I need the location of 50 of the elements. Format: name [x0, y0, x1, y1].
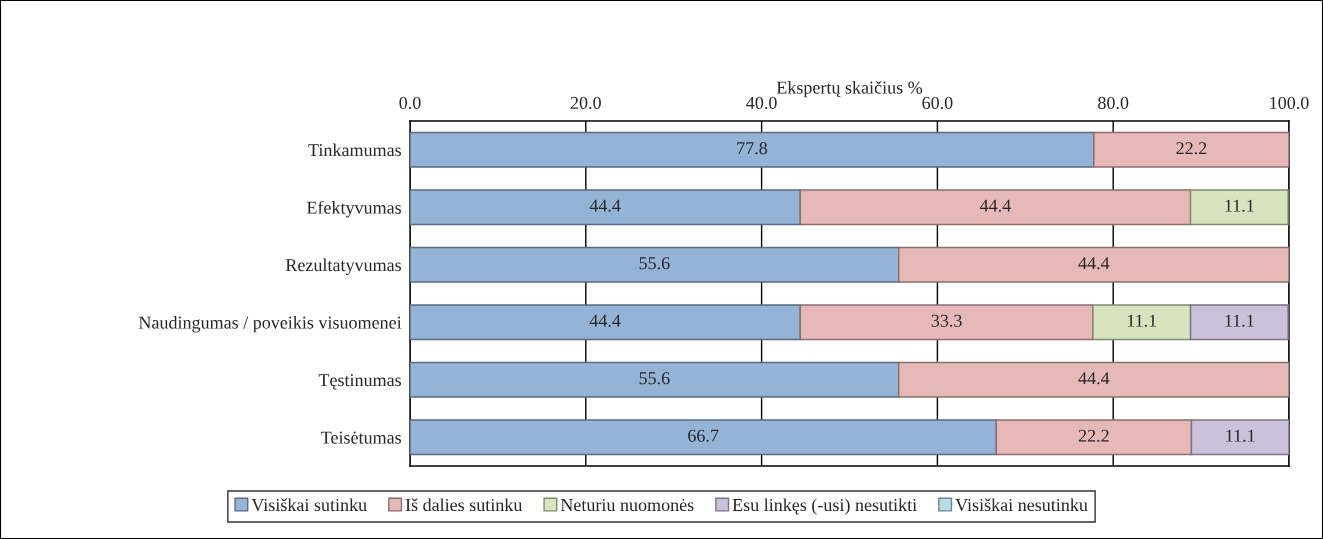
data-label: 11.1 [1225, 199, 1254, 212]
bar [410, 131, 1095, 168]
x-tick-label: 80.0 [1098, 96, 1129, 110]
y-tick-label: Tęstinumas [318, 374, 402, 390]
x-tick-label: 60.0 [922, 96, 953, 110]
x-axis-title: Ekspertų skaičius % [776, 80, 923, 98]
data-label: 44.4 [979, 199, 1011, 212]
bar [410, 246, 900, 283]
data-label: 44.4 [1078, 372, 1110, 385]
x-tick-label: 40.0 [746, 96, 777, 110]
bar [410, 189, 801, 226]
data-label: 44.4 [1078, 257, 1110, 270]
data-label: 44.4 [589, 199, 621, 212]
bar [1189, 304, 1289, 341]
bar [898, 361, 1289, 398]
x-tick-label: 100.0 [1270, 96, 1309, 110]
bar [995, 419, 1193, 456]
y-tick-label: Rezultatyvumas [285, 258, 402, 275]
data-label: 77.8 [737, 142, 768, 155]
bar [410, 304, 801, 341]
data-label: 11.1 [1226, 429, 1255, 442]
data-label: 22.2 [1176, 142, 1207, 155]
data-label: 55.6 [639, 257, 670, 270]
bar [1093, 131, 1289, 168]
data-label: 22.2 [1078, 429, 1109, 442]
data-label: 33.3 [931, 314, 962, 327]
y-tick-label: Teisėtumas [321, 431, 402, 444]
x-tick-label: 20.0 [570, 96, 601, 110]
data-label: 66.7 [688, 429, 719, 442]
legend-label: Visiškai sutinku [251, 498, 367, 512]
bar [799, 189, 1192, 226]
legend-label: Iš dalies sutinku [405, 498, 523, 512]
y-tick-label: Tinkamumas [308, 143, 402, 157]
legend-label: Visiškai nesutinku [955, 498, 1088, 512]
bar [410, 419, 997, 456]
data-label: 44.4 [589, 314, 621, 327]
data-label: 11.1 [1127, 314, 1157, 327]
bar [1092, 304, 1192, 341]
x-tick-label: 0.0 [399, 96, 421, 110]
bar [410, 361, 900, 398]
bar [1190, 419, 1289, 456]
legend-label: Esu linkęs (-usi) nesutikti [732, 498, 917, 515]
bar [1189, 189, 1289, 226]
data-label: 11.1 [1225, 314, 1254, 327]
bar [898, 246, 1289, 283]
legend-label: Neturiu nuomonės [560, 498, 694, 512]
bar [799, 304, 1094, 341]
y-tick-label: Efektyvumas [306, 200, 402, 218]
y-tick-label: Naudingumas / poveikis visuomenei [138, 315, 402, 333]
data-label: 55.6 [639, 372, 670, 385]
